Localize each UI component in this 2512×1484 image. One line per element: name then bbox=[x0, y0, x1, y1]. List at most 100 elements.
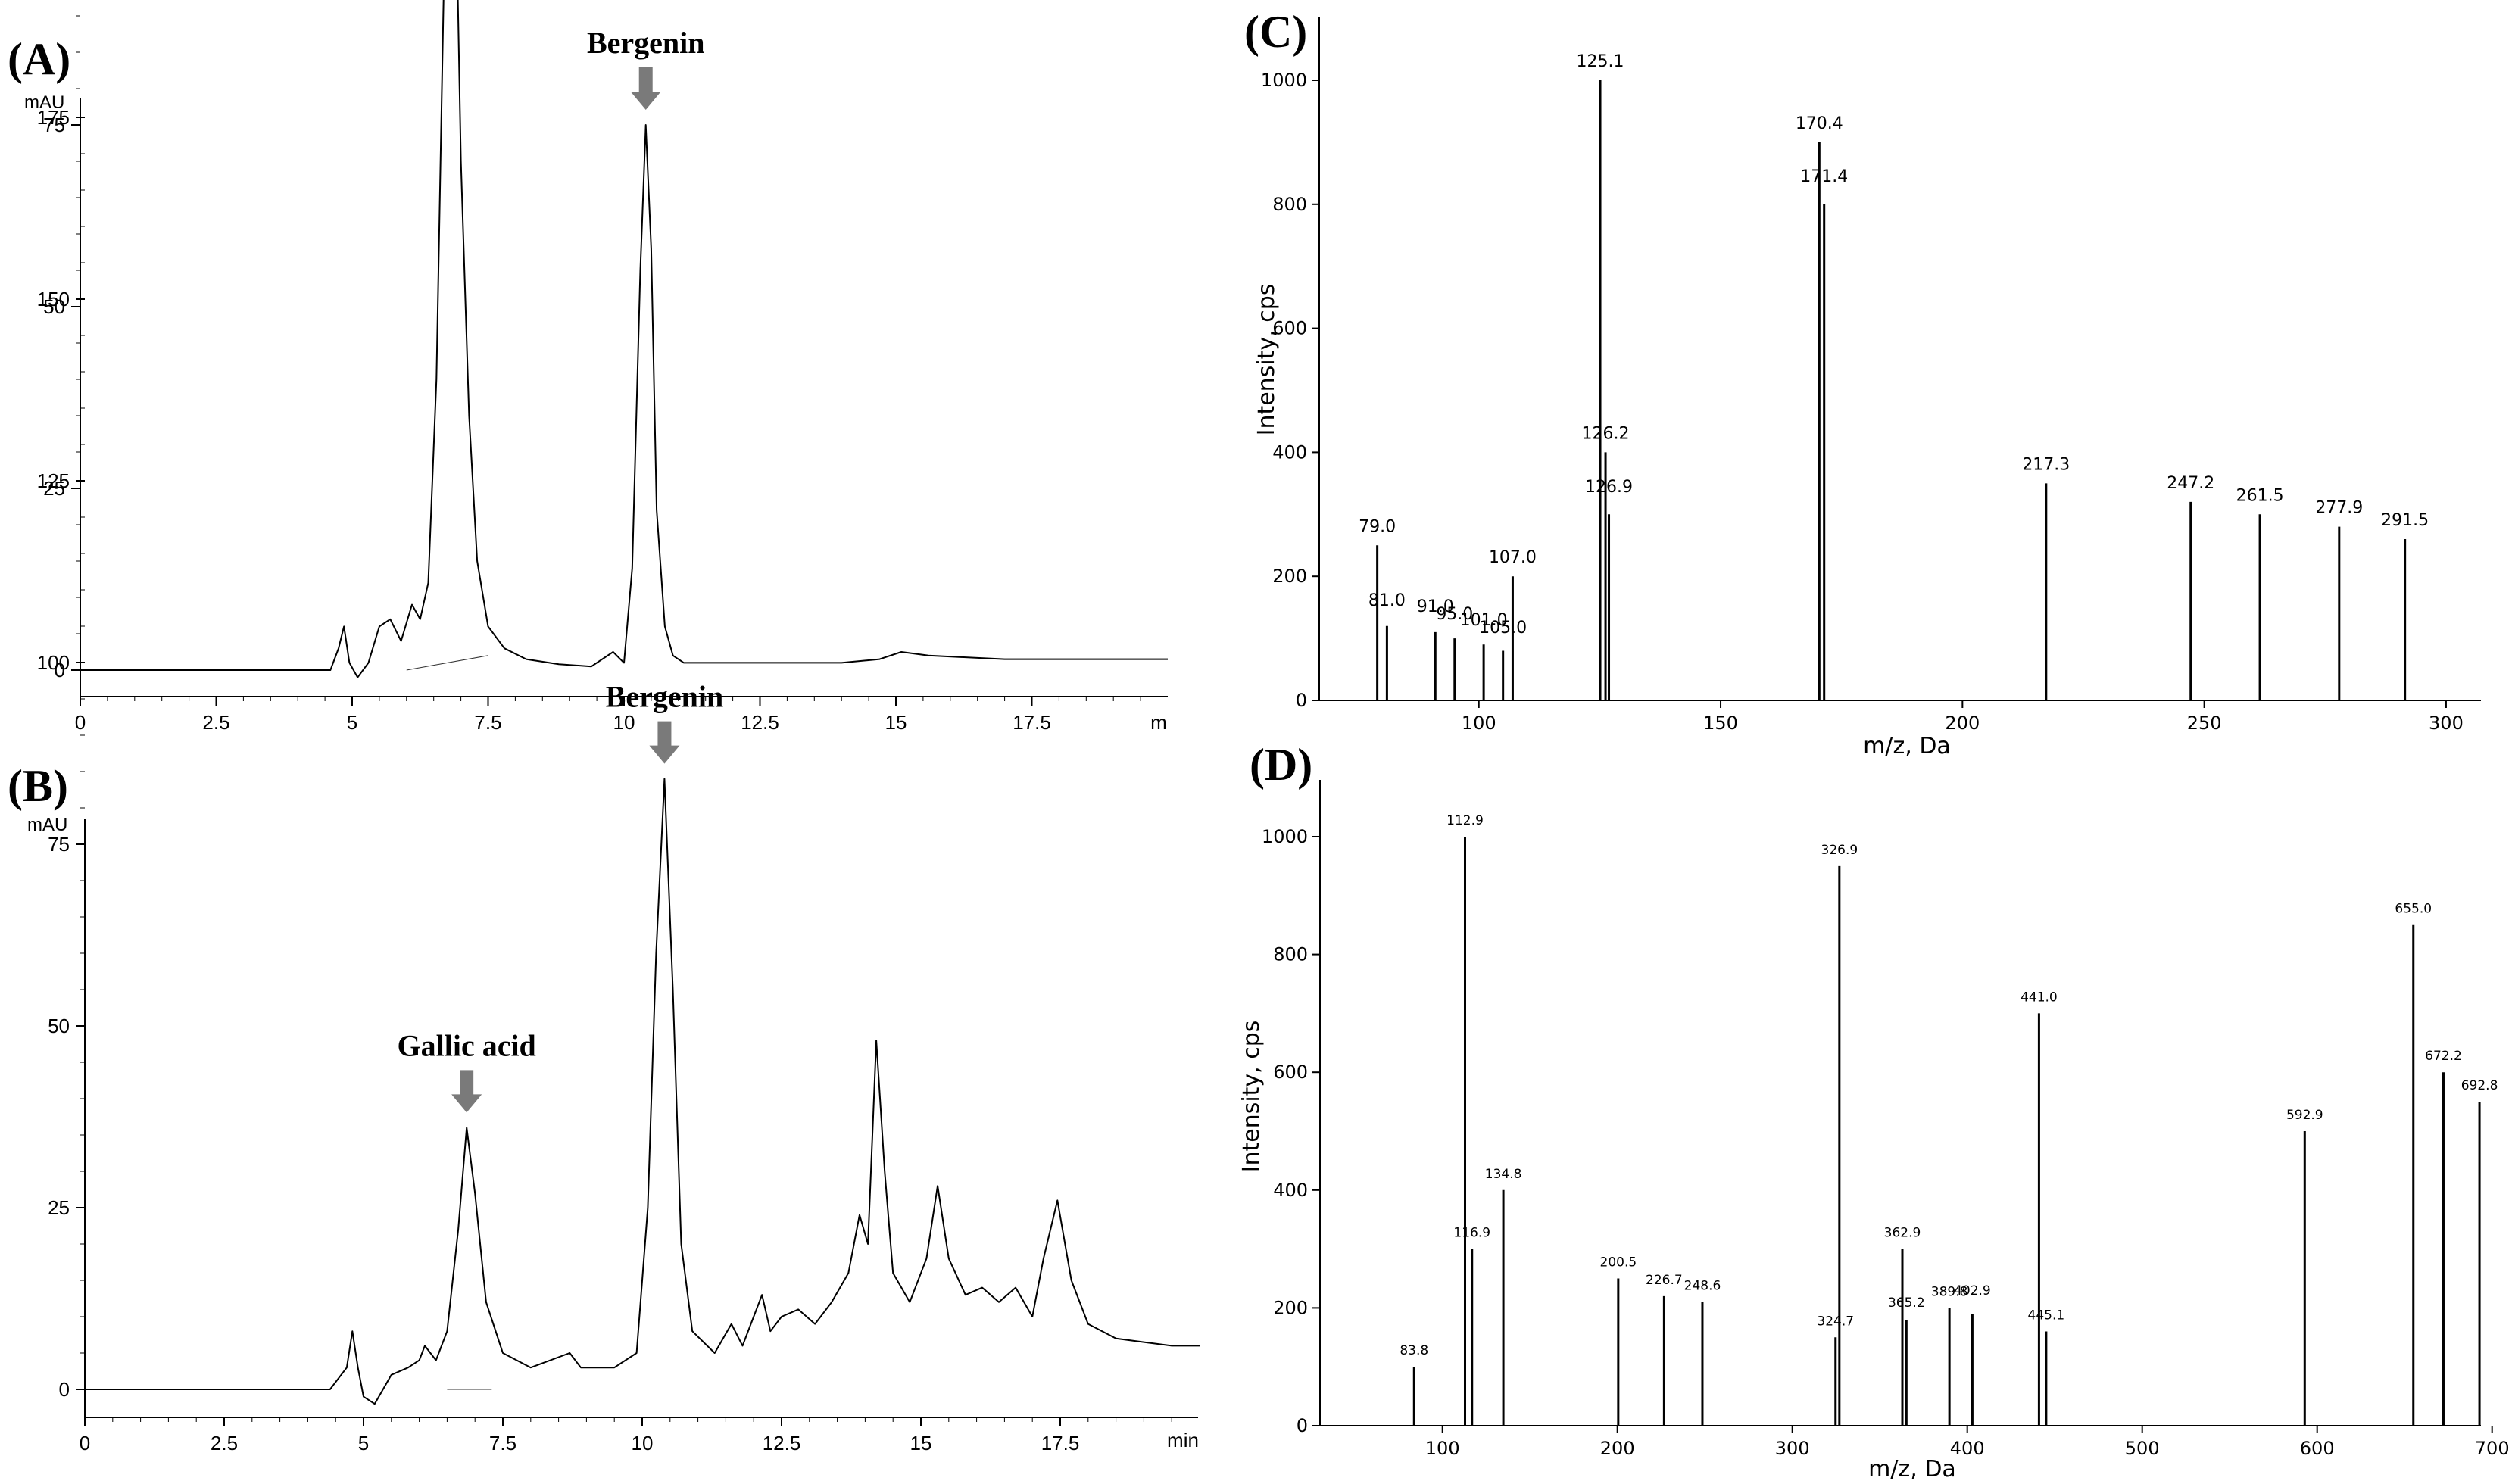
peak-label: 126.9 bbox=[1585, 478, 1633, 497]
y-tick-label: 0 bbox=[1296, 690, 1307, 711]
peak-label: 116.9 bbox=[1453, 1226, 1490, 1241]
y-tick-label: 175 bbox=[37, 106, 70, 129]
x-tick-label: 15 bbox=[885, 711, 907, 734]
x-tick-label: 200 bbox=[1600, 1438, 1635, 1459]
peak-label: 101.0 bbox=[1460, 611, 1508, 630]
y-tick-label: 25 bbox=[43, 477, 65, 500]
x-tick-label: 300 bbox=[2429, 712, 2464, 734]
x-tick-label: 5 bbox=[358, 1432, 369, 1454]
x-tick-label: 15 bbox=[910, 1432, 932, 1454]
peak-label: 324.7 bbox=[1817, 1314, 1854, 1329]
y-axis-label: mAU bbox=[24, 92, 64, 113]
peak-label: 105.0 bbox=[1479, 619, 1527, 638]
peak-label: 389.8 bbox=[1931, 1284, 1968, 1299]
x-tick-label: 500 bbox=[2125, 1438, 2160, 1459]
x-tick-label: 700 bbox=[2475, 1438, 2510, 1459]
peak-label: 326.9 bbox=[1821, 843, 1858, 858]
panel-d-ms-spectrum: (D) m/z, Da Intensity, cps 0 200 400 600 800… bbox=[1238, 740, 2510, 1482]
x-axis-label: min bbox=[1167, 1429, 1199, 1451]
y-tick-label: 600 bbox=[1272, 318, 1307, 339]
peak-label: 217.3 bbox=[2022, 455, 2070, 474]
peak-label: 402.9 bbox=[1954, 1283, 1991, 1298]
peak-label: 200.5 bbox=[1600, 1255, 1637, 1270]
peak-label: 171.4 bbox=[1800, 167, 1848, 186]
x-tick-label: 600 bbox=[2300, 1438, 2335, 1459]
peak-label: 592.9 bbox=[2286, 1108, 2323, 1123]
peak-label: 277.9 bbox=[2315, 499, 2363, 518]
x-tick-label: 0 bbox=[75, 711, 86, 734]
arrow-icon bbox=[638, 67, 653, 93]
peak-annotation: Bergenin bbox=[587, 26, 705, 60]
arrowhead-icon bbox=[649, 745, 680, 764]
peak-label: 95.0 bbox=[1436, 605, 1473, 624]
x-axis-label: m/z, Da bbox=[1868, 1456, 1956, 1482]
y-tick-label: 800 bbox=[1272, 194, 1307, 215]
panel-a-chromatogram: (A) mAU m 0 25 50 75 100 125 150 175 0 2.5 5 7.5 10 1… bbox=[8, 0, 1168, 734]
x-axis-label: m/z, Da bbox=[1863, 733, 1951, 759]
x-tick-label: 150 bbox=[1703, 712, 1738, 734]
peak-label: 83.8 bbox=[1400, 1343, 1428, 1358]
y-tick-label: 1000 bbox=[1262, 826, 1308, 847]
panel-c-ms-spectrum: (C) m/z, Da Intensity, cps 0 200 400 600 800… bbox=[1244, 7, 2481, 759]
y-tick-label: 0 bbox=[55, 659, 65, 681]
x-tick-label: 2.5 bbox=[211, 1432, 238, 1454]
x-tick-label: 10 bbox=[632, 1432, 654, 1454]
x-tick-label: 200 bbox=[1945, 712, 1980, 734]
y-tick-label: 100 bbox=[37, 651, 70, 674]
peak-label: 672.2 bbox=[2425, 1049, 2462, 1064]
y-tick-label: 400 bbox=[1273, 1180, 1308, 1201]
y-tick-label: 400 bbox=[1272, 441, 1307, 463]
peak-label: 445.1 bbox=[2028, 1308, 2065, 1323]
y-tick-label: 25 bbox=[48, 1196, 70, 1219]
peak-label: 125.1 bbox=[1577, 52, 1624, 71]
x-tick-label: 2.5 bbox=[202, 711, 229, 734]
x-tick-label: 250 bbox=[2187, 712, 2222, 734]
x-tick-label: 5 bbox=[347, 711, 357, 734]
y-tick-label: 0 bbox=[59, 1378, 70, 1401]
x-tick-label: 17.5 bbox=[1041, 1432, 1080, 1454]
peak-label: 79.0 bbox=[1359, 517, 1396, 536]
panel-label: (A) bbox=[8, 34, 70, 84]
y-axis-label: mAU bbox=[27, 815, 67, 835]
peak-annotation: Gallic acid bbox=[397, 1028, 535, 1062]
peak-label: 247.2 bbox=[2167, 474, 2214, 493]
y-tick-label: 125 bbox=[37, 469, 70, 492]
y-tick-label: 75 bbox=[43, 114, 65, 136]
integration-baseline bbox=[406, 655, 488, 671]
y-tick-label: 50 bbox=[43, 295, 65, 318]
y-tick-label: 600 bbox=[1273, 1062, 1308, 1083]
peak-label: 655.0 bbox=[2395, 902, 2432, 917]
y-axis-label: Intensity, cps bbox=[1253, 284, 1280, 436]
y-tick-label: 150 bbox=[37, 288, 70, 310]
arrowhead-icon bbox=[451, 1094, 482, 1113]
panel-label: (B) bbox=[8, 761, 68, 811]
x-tick-label: 7.5 bbox=[474, 711, 501, 734]
x-tick-label: 12.5 bbox=[763, 1432, 801, 1454]
peak-annotation: Bergenin bbox=[606, 680, 724, 714]
arrow-icon bbox=[460, 1070, 474, 1096]
peak-label: 365.2 bbox=[1888, 1295, 1925, 1311]
y-tick-label: 800 bbox=[1273, 944, 1308, 965]
y-tick-label: 50 bbox=[48, 1015, 70, 1037]
x-tick-label: 7.5 bbox=[489, 1432, 516, 1454]
peak-label: 248.6 bbox=[1684, 1279, 1721, 1294]
x-tick-label: 100 bbox=[1462, 712, 1496, 734]
peak-label: 362.9 bbox=[1884, 1226, 1921, 1241]
peak-label: 226.7 bbox=[1646, 1273, 1683, 1288]
arrow-icon bbox=[657, 721, 672, 747]
x-tick-label: 100 bbox=[1425, 1438, 1460, 1459]
x-tick-label: 17.5 bbox=[1013, 711, 1051, 734]
peak-label: 126.2 bbox=[1582, 424, 1630, 443]
x-tick-label: 400 bbox=[1950, 1438, 1985, 1459]
arrowhead-icon bbox=[630, 92, 661, 110]
peak-label: 91.0 bbox=[1417, 597, 1454, 616]
chromatogram-trace bbox=[85, 778, 1200, 1405]
y-tick-label: 200 bbox=[1272, 566, 1307, 587]
peak-label: 291.5 bbox=[2381, 511, 2429, 530]
peak-label: 441.0 bbox=[2021, 990, 2058, 1005]
y-tick-label: 200 bbox=[1273, 1297, 1308, 1318]
chromatogram-trace bbox=[80, 0, 1168, 678]
peak-label: 134.8 bbox=[1485, 1167, 1522, 1182]
y-axis-label: Intensity, cps bbox=[1238, 1021, 1265, 1173]
